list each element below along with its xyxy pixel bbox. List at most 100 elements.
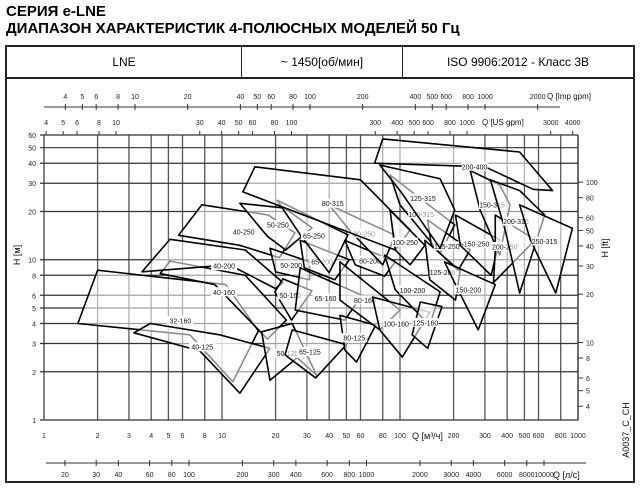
x-tick-label: 400 bbox=[501, 433, 513, 440]
us-tick-label: 10 bbox=[112, 120, 120, 127]
pump-label: 40-200 bbox=[213, 264, 235, 271]
pump-label-bg bbox=[356, 255, 383, 265]
y2-tick-label: 6 bbox=[586, 376, 590, 383]
ls-tick-label: 80 bbox=[168, 472, 176, 479]
x-tick-label: 5 bbox=[166, 433, 170, 440]
pump-label-bg bbox=[296, 346, 323, 356]
header-speed: ~ 1450[об/мин] bbox=[242, 47, 403, 77]
pump-label: 80-315 bbox=[322, 201, 344, 208]
us-tick-label: 6 bbox=[75, 120, 79, 127]
y2-tick-label: 40 bbox=[586, 244, 594, 251]
ls-tick-label: 200 bbox=[237, 472, 249, 479]
x-tick-label: 2 bbox=[96, 433, 100, 440]
pump-label-bg bbox=[429, 267, 456, 277]
y2-tick-label: 30 bbox=[586, 264, 594, 271]
header-series: LNE bbox=[7, 47, 242, 77]
y-tick-label: 1 bbox=[32, 418, 36, 425]
ls-tick-label: 30 bbox=[92, 472, 100, 479]
x-axis-label: Q [м³/ч] bbox=[412, 431, 443, 441]
pump-envelope-200-315 bbox=[489, 179, 546, 294]
ls-tick-label: 8000 bbox=[519, 472, 535, 479]
imp-tick-label: 80 bbox=[289, 94, 297, 101]
y2-tick-label: 100 bbox=[586, 180, 598, 187]
imp-tick-label: 2000 bbox=[530, 94, 546, 101]
imp-tick-label: 1000 bbox=[477, 94, 493, 101]
ls-tick-label: 100 bbox=[183, 472, 195, 479]
pump-label: 40-160 bbox=[213, 290, 235, 297]
pump-label: 80-200 bbox=[359, 258, 381, 265]
ls-tick-label: 4000 bbox=[466, 472, 482, 479]
pump-label: 100-250 bbox=[392, 240, 418, 247]
pump-envelope-150-200 bbox=[443, 261, 497, 331]
y-tick-label: 4 bbox=[32, 322, 36, 329]
x-tick-label: 3 bbox=[127, 433, 131, 440]
y-tick-label: 10 bbox=[28, 258, 36, 265]
pump-label: 150-200 bbox=[456, 288, 482, 295]
pump-label: 200-315 bbox=[503, 219, 529, 226]
y2-axis-label: H [ft] bbox=[600, 238, 610, 257]
pump-label: 80-125 bbox=[343, 336, 365, 343]
x-tick-label: 100 bbox=[394, 433, 406, 440]
imp-tick-label: 50 bbox=[253, 94, 261, 101]
x-tick-label: 60 bbox=[357, 433, 365, 440]
pump-label-bg bbox=[478, 200, 505, 210]
pump-label-bg bbox=[399, 285, 426, 295]
pump-label: 150-315 bbox=[479, 203, 505, 210]
pump-label: 50-250 bbox=[267, 223, 289, 230]
pump-label: 125-315 bbox=[410, 196, 436, 203]
pump-label-bg bbox=[351, 295, 378, 305]
us-tick-label: 40 bbox=[218, 120, 226, 127]
pump-label: 40-250 bbox=[233, 229, 255, 236]
pump-label: 80-160 bbox=[354, 298, 376, 305]
imp-tick-label: 20 bbox=[184, 94, 192, 101]
x-tick-label: 8 bbox=[203, 433, 207, 440]
pump-label-bg bbox=[463, 238, 490, 248]
ls-tick-label: 800 bbox=[343, 472, 355, 479]
imp-tick-label: 200 bbox=[357, 94, 369, 101]
pump-label: 32-160 bbox=[169, 318, 191, 325]
us-tick-label: 80 bbox=[271, 120, 279, 127]
y-axis-label: H [м] bbox=[12, 245, 22, 265]
pump-label-bg bbox=[312, 293, 339, 303]
x-tick-label: 1000 bbox=[570, 433, 586, 440]
imp-tick-label: 60 bbox=[267, 94, 275, 101]
pump-label: 40-125 bbox=[191, 345, 213, 352]
us-tick-label: 800 bbox=[444, 120, 456, 127]
x-tick-label: 10 bbox=[218, 433, 226, 440]
header-standard: ISO 9906:2012 - Класс 3B bbox=[446, 55, 590, 69]
us-tick-label: 5 bbox=[61, 120, 65, 127]
pump-label-bg bbox=[461, 161, 488, 171]
ls-tick-label: 1000 bbox=[359, 472, 375, 479]
ls-axis-label: Q [л/с] bbox=[553, 470, 580, 480]
pump-label-bg bbox=[491, 241, 518, 251]
y-tick-label: 3 bbox=[32, 342, 36, 349]
pump-label-bg bbox=[264, 220, 291, 230]
y2-tick-label: 80 bbox=[586, 196, 594, 203]
x-tick-label: 40 bbox=[325, 433, 333, 440]
ls-tick-label: 40 bbox=[114, 472, 122, 479]
pump-label-bg bbox=[167, 315, 194, 325]
x-tick-label: 30 bbox=[303, 433, 311, 440]
x-tick-label: 6 bbox=[181, 433, 185, 440]
pump-label-bg bbox=[189, 342, 216, 352]
pump-label: 65-250 bbox=[303, 234, 325, 241]
us-tick-label: 30 bbox=[196, 120, 204, 127]
imp-tick-label: 600 bbox=[440, 94, 452, 101]
y2-tick-label: 8 bbox=[586, 356, 590, 363]
y-tick-label: 6 bbox=[32, 293, 36, 300]
pump-label: 65-125 bbox=[299, 349, 321, 356]
pump-label: 125-200 bbox=[430, 270, 456, 277]
pump-label: 200-250 bbox=[492, 244, 518, 251]
imp-tick-label: 800 bbox=[462, 94, 474, 101]
ls-tick-label: 300 bbox=[268, 472, 280, 479]
ls-tick-label: 2000 bbox=[412, 472, 428, 479]
pump-label: 50-160 bbox=[279, 293, 301, 300]
drawing-code: A0037_C_CH bbox=[621, 402, 631, 458]
title-series: СЕРИЯ e-LNE bbox=[6, 3, 106, 20]
pump-label-bg bbox=[277, 290, 304, 300]
x-tick-label: 1 bbox=[42, 433, 46, 440]
ls-tick-label: 6000 bbox=[497, 472, 513, 479]
us-tick-label: 600 bbox=[422, 120, 434, 127]
pump-label-bg bbox=[278, 260, 305, 270]
